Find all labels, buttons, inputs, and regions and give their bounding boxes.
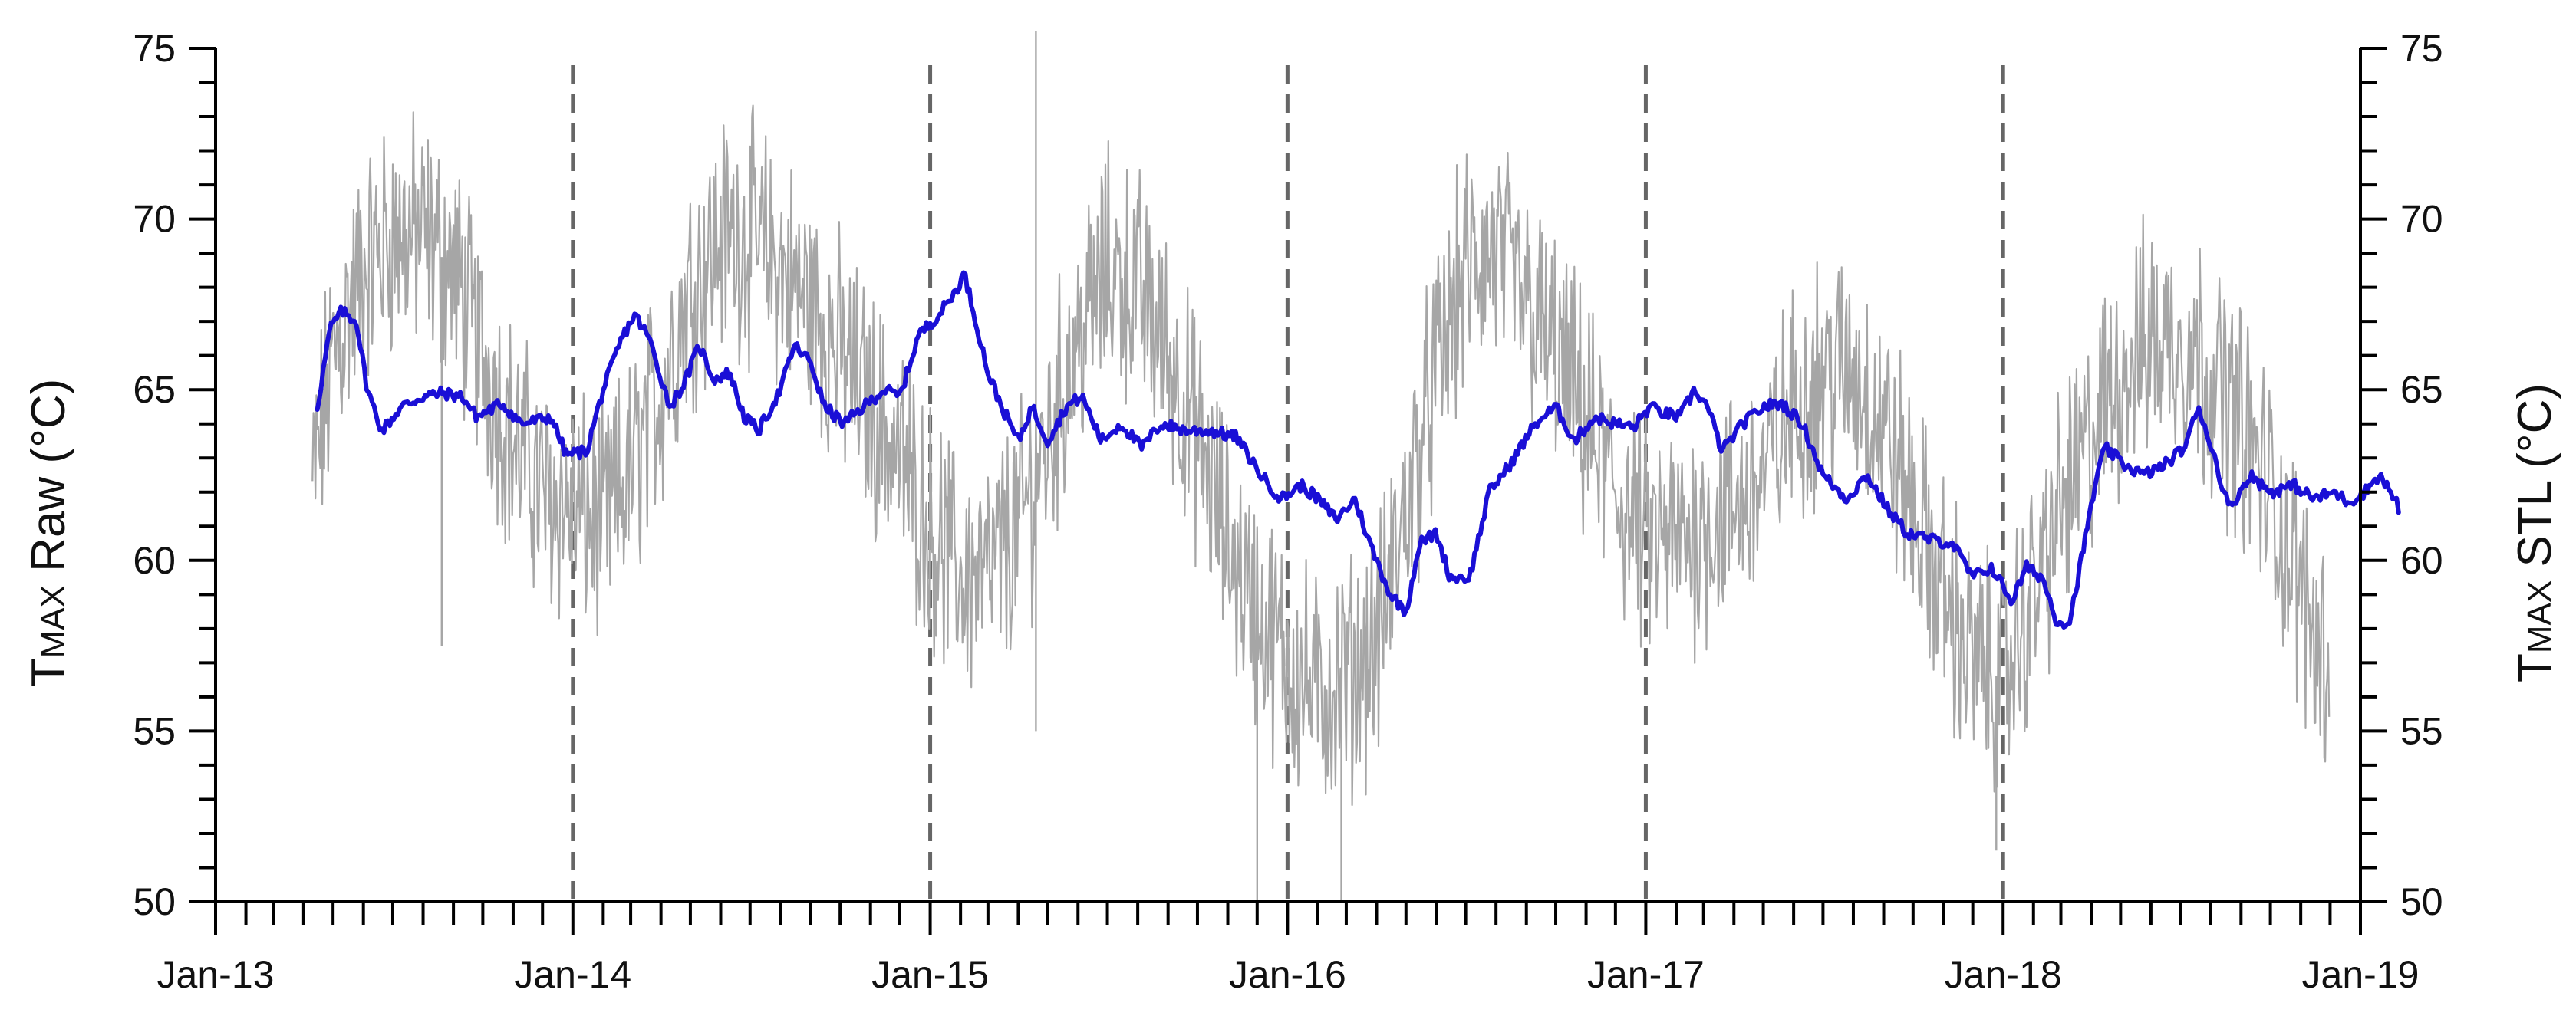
x-tick-label: Jan-14 (514, 953, 631, 996)
x-tick-label: Jan-19 (2302, 953, 2420, 996)
x-tick-label: Jan-13 (157, 953, 275, 996)
y-right-tick-labels: 50 55 60 65 70 75 (2400, 27, 2443, 923)
y-right-tick-label: 65 (2400, 368, 2443, 411)
y-right-tick-label: 75 (2400, 27, 2443, 70)
y-right-axis-title: TMAX STL (°C) (2508, 383, 2561, 682)
y-right-tick-label: 50 (2400, 880, 2443, 923)
x-tick-labels: Jan-13 Jan-14 Jan-15 Jan-16 Jan-17 Jan-18 Jan-… (157, 953, 2420, 996)
year-divider-lines (571, 65, 2005, 902)
ticks (189, 47, 2387, 935)
y-left-tick-label: 55 (133, 709, 176, 752)
x-tick-label: Jan-16 (1229, 953, 1346, 996)
y-right-tick-label: 60 (2400, 539, 2443, 582)
raw-series-layer (311, 31, 2331, 902)
x-tick-label: Jan-17 (1587, 953, 1705, 996)
y-left-tick-label: 70 (133, 198, 176, 241)
y-left-axis-title: TMAX Raw (°C) (22, 379, 75, 688)
y-left-tick-label: 60 (133, 539, 176, 582)
y-left-tick-label: 75 (133, 27, 176, 70)
y-right-tick-label: 70 (2400, 198, 2443, 241)
raw-series-line (311, 104, 2331, 807)
x-tick-label: Jan-18 (1945, 953, 2062, 996)
y-right-tick-label: 55 (2400, 709, 2443, 752)
stl-series-layer (315, 270, 2401, 630)
x-tick-label: Jan-15 (871, 953, 989, 996)
stl-series-line (315, 270, 2401, 630)
y-left-tick-label: 50 (133, 880, 176, 923)
y-left-tick-labels: 50 55 60 65 70 75 (133, 27, 176, 923)
y-left-tick-label: 65 (133, 368, 176, 411)
